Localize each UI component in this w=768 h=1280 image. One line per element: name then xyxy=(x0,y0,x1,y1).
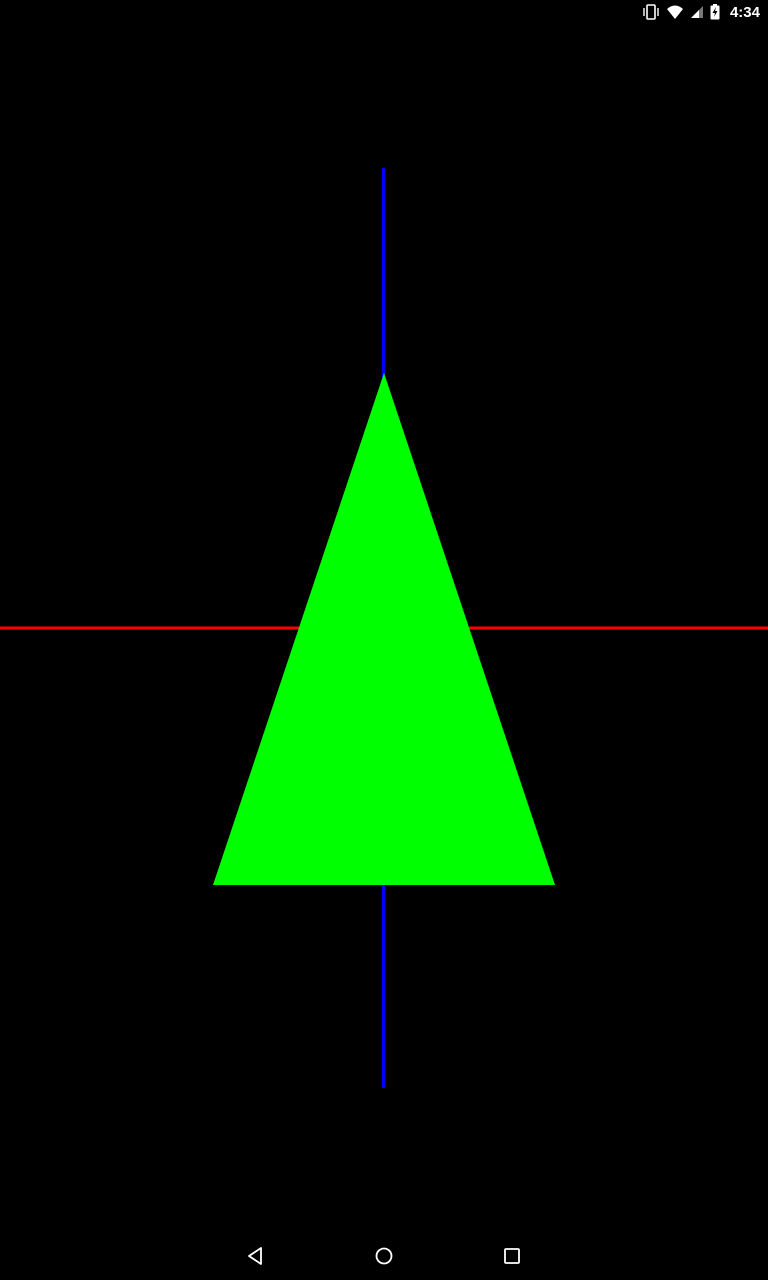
back-button[interactable] xyxy=(240,1240,272,1272)
navigation-bar xyxy=(0,1232,768,1280)
green-triangle xyxy=(213,373,555,885)
recents-button[interactable] xyxy=(496,1240,528,1272)
gl-canvas[interactable] xyxy=(0,24,768,1232)
status-bar: 4:34 xyxy=(0,0,768,24)
status-clock: 4:34 xyxy=(729,3,760,21)
wifi-icon xyxy=(666,4,684,20)
home-icon xyxy=(375,1247,393,1265)
recents-icon xyxy=(504,1248,520,1264)
status-icons: 4:34 xyxy=(642,2,760,22)
battery-charging-icon xyxy=(710,4,720,20)
cell-signal-icon xyxy=(690,5,704,19)
vibrate-icon xyxy=(642,4,660,20)
home-button[interactable] xyxy=(368,1240,400,1272)
back-icon xyxy=(248,1247,262,1265)
